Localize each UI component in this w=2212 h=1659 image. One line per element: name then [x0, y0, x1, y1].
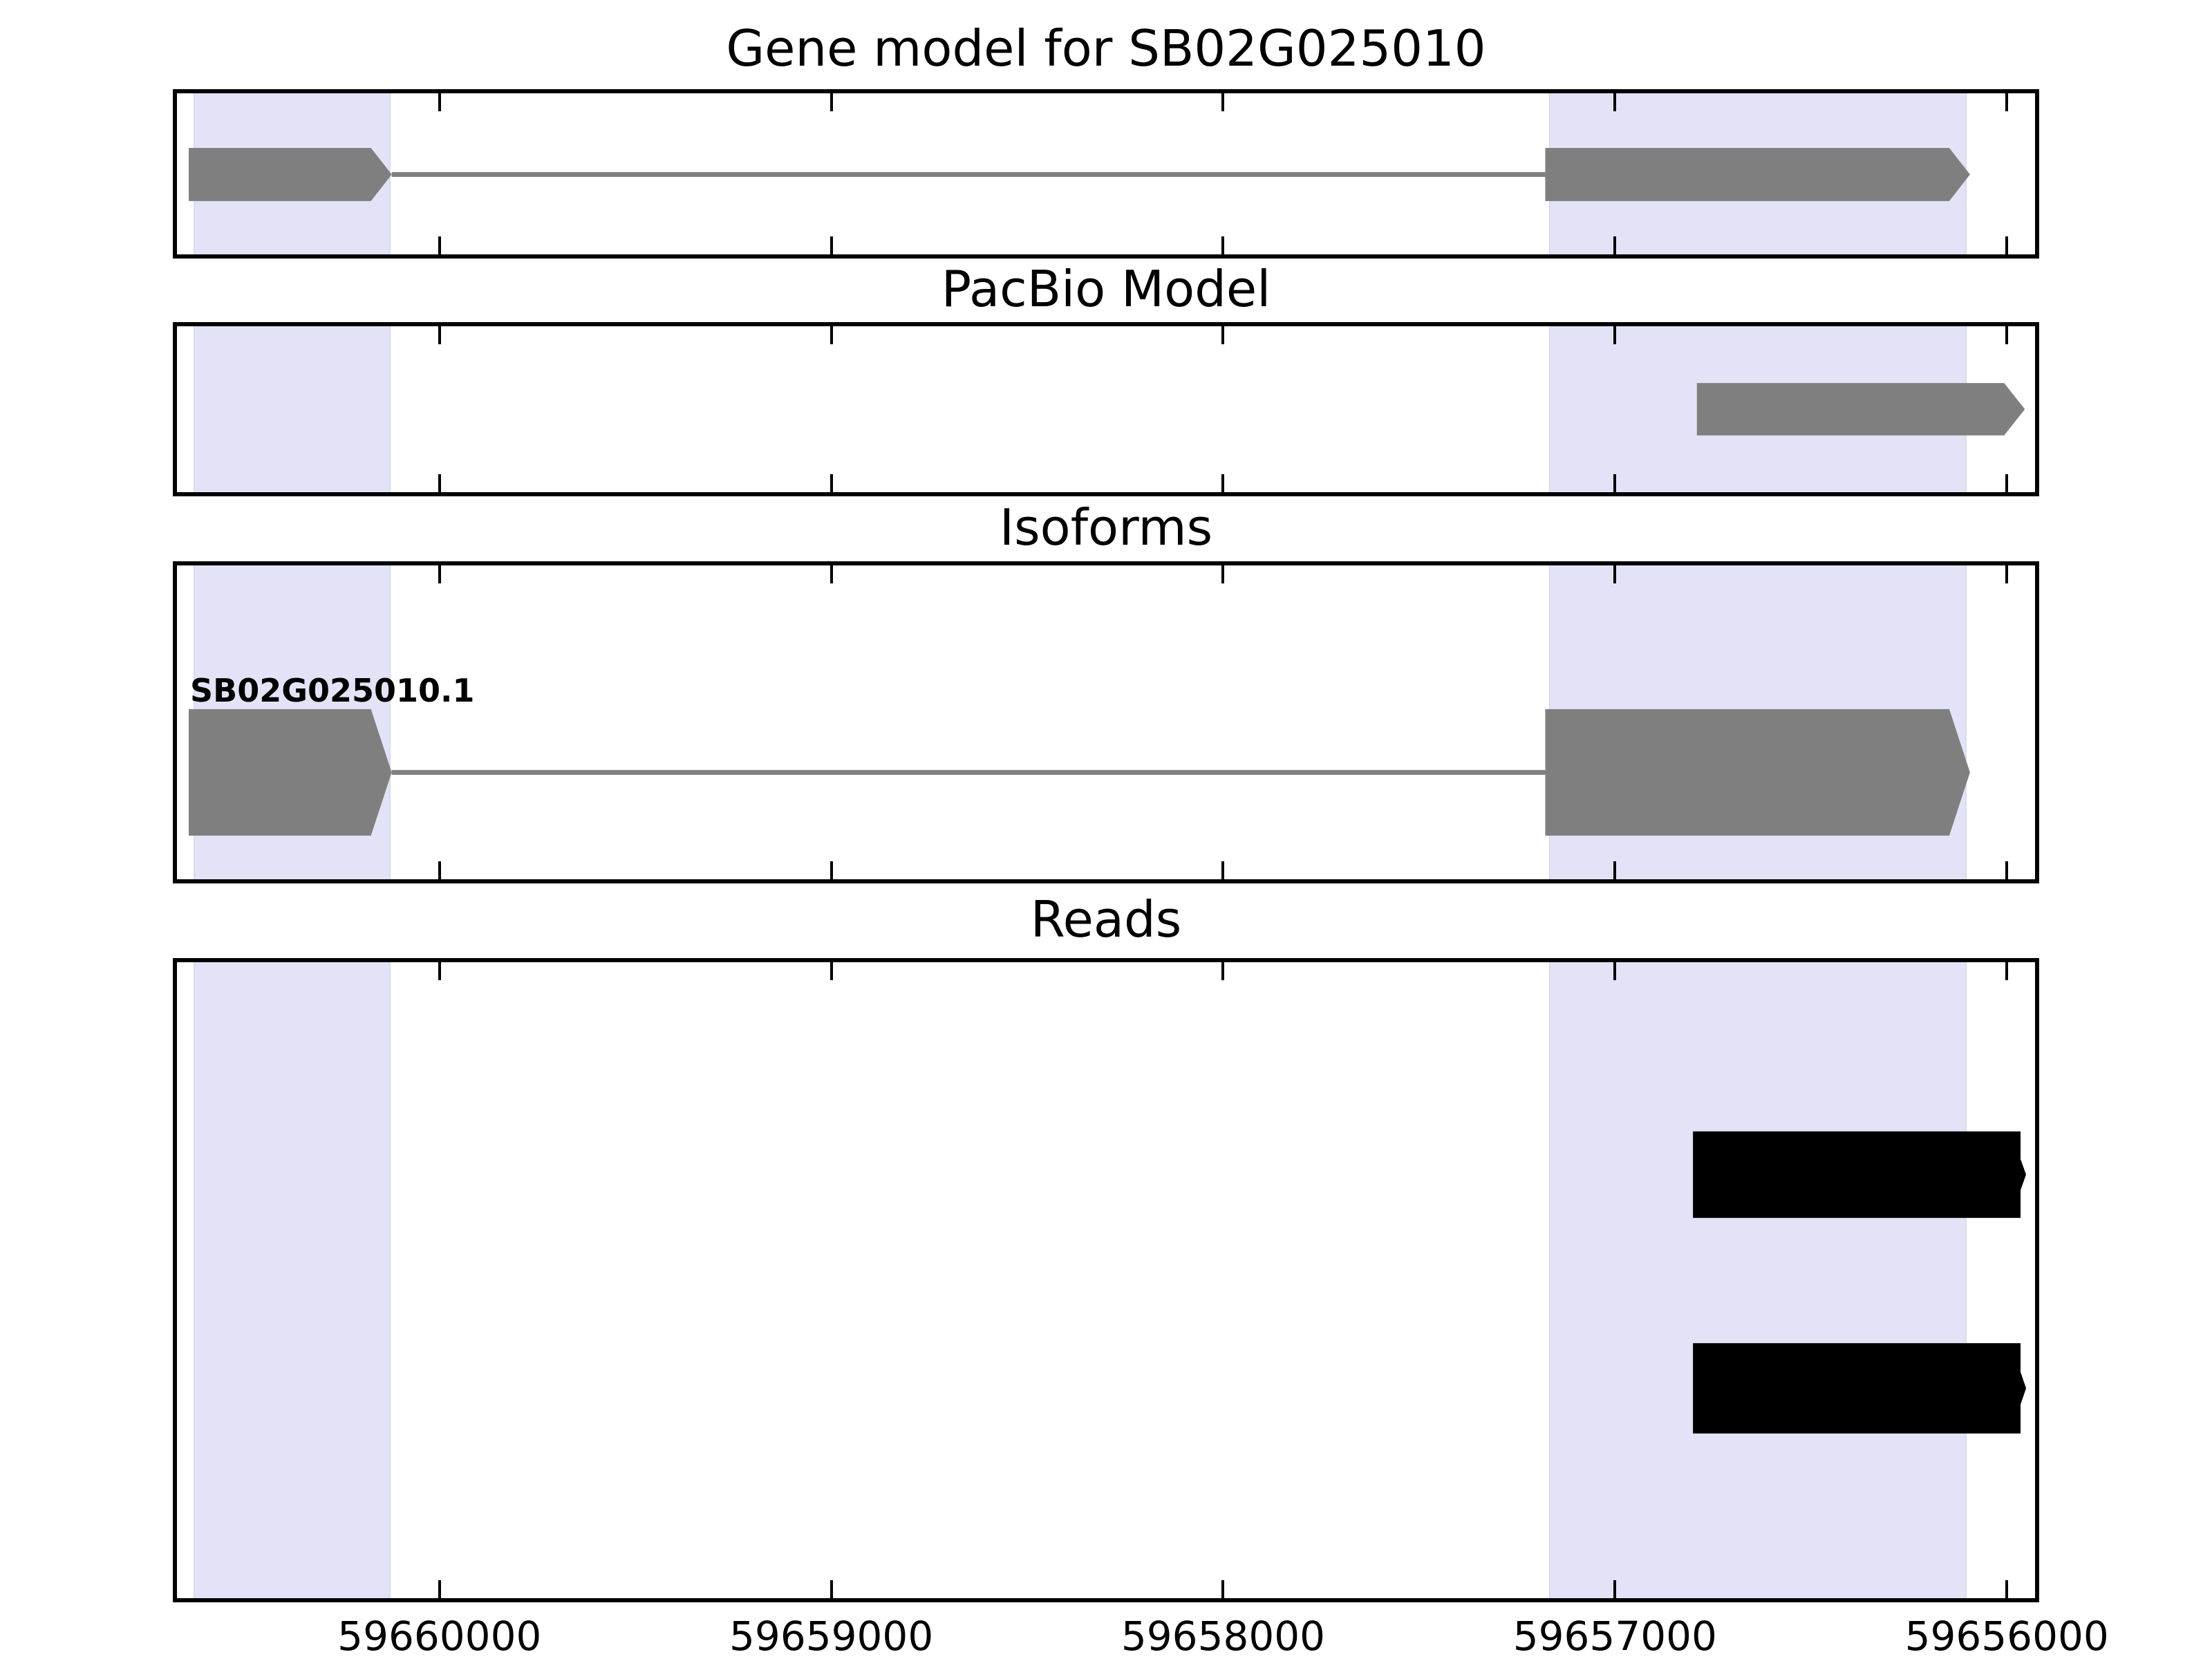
axis-tick	[830, 93, 833, 111]
axis-tick	[438, 861, 441, 879]
axis-tick	[830, 962, 833, 980]
axis-tick	[830, 861, 833, 879]
axis-tick	[1613, 93, 1617, 111]
axis-tick	[1221, 474, 1225, 492]
exon-shape	[189, 709, 392, 836]
x-tick-label: 59657000	[1512, 1613, 1717, 1659]
panel-title-reads: Reads	[1030, 890, 1182, 948]
axis-tick	[438, 1580, 441, 1598]
axis-tick	[1613, 861, 1617, 879]
axis-tick	[438, 474, 441, 492]
exon-shape	[189, 147, 392, 201]
axis-tick	[2005, 861, 2009, 879]
highlight-band	[193, 962, 391, 1598]
axis-tick	[1221, 565, 1225, 583]
track-features	[189, 147, 1970, 201]
axis-tick	[2005, 962, 2009, 980]
intron-line	[391, 769, 1546, 775]
axis-tick	[438, 93, 441, 111]
axis-tick	[2005, 565, 2009, 583]
axis-tick	[1221, 861, 1225, 879]
axis-tick	[1613, 236, 1617, 254]
axis-tick	[438, 962, 441, 980]
track-features	[189, 709, 1970, 836]
axis-tick	[1221, 93, 1225, 111]
highlight-band	[1549, 962, 1967, 1598]
panel-isoforms	[173, 561, 2039, 883]
exon-shape	[1545, 147, 1970, 201]
read-bar	[1693, 1343, 2027, 1434]
track-features	[1696, 383, 2025, 435]
axis-tick	[830, 236, 833, 254]
axis-tick	[830, 326, 833, 344]
axis-tick	[1613, 1580, 1617, 1598]
axis-tick	[1221, 236, 1225, 254]
axis-tick	[1221, 326, 1225, 344]
panel-title-pacbio-model: PacBio Model	[941, 260, 1271, 318]
axis-tick	[438, 326, 441, 344]
axis-tick	[1613, 326, 1617, 344]
axis-tick	[830, 474, 833, 492]
panel-pacbio-model	[173, 322, 2039, 496]
x-tick-label: 59660000	[337, 1613, 542, 1659]
axis-tick	[1613, 474, 1617, 492]
highlight-band	[193, 326, 391, 492]
panel-title-isoforms: Isoforms	[999, 498, 1213, 556]
read-bar	[1693, 1131, 2027, 1218]
panel-reads	[173, 958, 2039, 1602]
axis-tick	[2005, 1580, 2009, 1598]
axis-tick	[830, 565, 833, 583]
isoform-name-label: SB02G025010.1	[190, 671, 475, 709]
x-tick-label: 59656000	[1904, 1613, 2109, 1659]
axis-tick	[438, 565, 441, 583]
axis-tick	[830, 1580, 833, 1598]
track-features	[1693, 1131, 2027, 1434]
intron-line	[391, 171, 1546, 177]
axis-tick	[1613, 962, 1617, 980]
panel-gene-model	[173, 89, 2039, 259]
x-tick-label: 59658000	[1121, 1613, 1326, 1659]
axis-tick	[1221, 1580, 1225, 1598]
exon-shape	[1545, 709, 1970, 836]
panel-title-gene-model: Gene model for SB02G025010	[726, 19, 1486, 77]
axis-tick	[438, 236, 441, 254]
axis-tick	[2005, 93, 2009, 111]
axis-tick	[1613, 565, 1617, 583]
x-tick-label: 59659000	[729, 1613, 934, 1659]
axis-tick	[1221, 962, 1225, 980]
axis-tick	[2005, 326, 2009, 344]
axis-tick	[2005, 236, 2009, 254]
exon-shape	[1696, 383, 2025, 435]
axis-tick	[2005, 474, 2009, 492]
